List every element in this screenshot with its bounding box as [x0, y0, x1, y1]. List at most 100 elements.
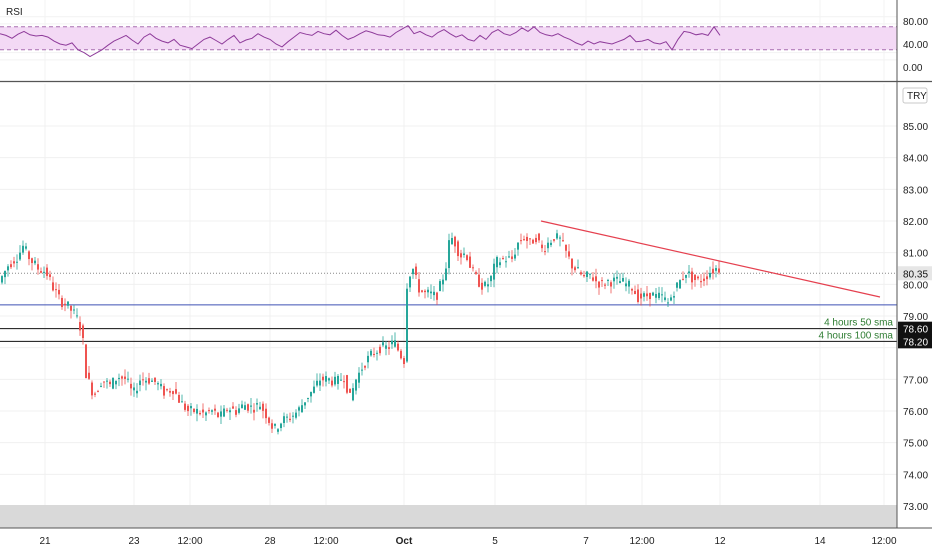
candle-body — [88, 372, 90, 379]
candle-body — [637, 289, 639, 303]
candle-body — [316, 380, 318, 386]
candle-body — [475, 272, 477, 274]
candle-body — [538, 233, 540, 241]
candle-body — [655, 294, 657, 298]
candle-body — [304, 402, 306, 406]
candle-body — [439, 281, 441, 291]
candle-body — [79, 322, 81, 331]
candle-body — [253, 409, 255, 413]
candle-body — [340, 379, 342, 381]
candle-body — [436, 292, 438, 300]
candle-body — [595, 276, 597, 282]
candle-body — [568, 251, 570, 257]
candle-body — [397, 343, 399, 351]
candle-body — [556, 233, 558, 239]
candle-body — [31, 258, 33, 264]
price-y-tick-label: 77.00 — [903, 375, 928, 386]
candle-body — [355, 379, 357, 391]
time-axis: 21 23 12:00 28 12:00 Oct 5 7 12:00 12 14 12:00 — [39, 536, 897, 547]
candle-body — [226, 409, 228, 411]
candle-body — [238, 408, 240, 413]
candle-body — [130, 383, 132, 389]
candle-body — [472, 267, 474, 269]
rsi-pane: RSI 80.00 40.00 0.00 — [0, 0, 928, 80]
candle-body — [136, 390, 138, 394]
candle-body — [493, 263, 495, 280]
candle-body — [697, 276, 699, 279]
candle-body — [133, 387, 135, 391]
candle-body — [292, 415, 294, 417]
sma-line-label: 4 hours 100 sma — [819, 330, 894, 341]
candle-body — [430, 291, 432, 294]
candle-body — [37, 264, 39, 270]
sma-line-label: 4 hours 50 sma — [824, 318, 893, 329]
candle-body — [490, 275, 492, 282]
candle-body — [115, 380, 117, 385]
candle-body — [646, 293, 648, 297]
candle-body — [385, 345, 387, 349]
candle-body — [643, 293, 645, 297]
currency-badge[interactable]: TRY — [902, 87, 928, 104]
price-pane: 85.00 84.00 83.00 82.00 81.00 80.00 79.00 77.00… — [0, 84, 932, 547]
rsi-y-tick-label: 40.00 — [903, 40, 928, 51]
candle-body — [448, 240, 450, 269]
candles — [1, 229, 720, 435]
sma-price-tag-label: 78.20 — [903, 337, 928, 348]
candle-body — [178, 394, 180, 403]
candle-body — [676, 282, 678, 288]
candle-body — [346, 375, 348, 393]
candle-body — [100, 385, 102, 387]
time-tick-label: 12:00 — [177, 536, 202, 547]
candle-body — [454, 236, 456, 247]
last-price-tag — [898, 266, 932, 281]
candle-body — [337, 375, 339, 384]
candle-body — [259, 406, 261, 410]
candle-body — [616, 276, 618, 279]
currency-label: TRY — [907, 91, 927, 102]
candle-body — [652, 292, 654, 296]
price-y-tick-label: 80.00 — [903, 280, 928, 291]
candle-body — [583, 274, 585, 277]
candle-body — [16, 261, 18, 263]
candle-body — [319, 380, 321, 386]
rsi-band — [0, 26, 897, 50]
candle-body — [268, 417, 270, 423]
candle-body — [289, 418, 291, 421]
candle-body — [4, 270, 6, 278]
candle-body — [154, 377, 156, 382]
candle-body — [85, 344, 87, 379]
candle-body — [265, 408, 267, 419]
candle-body — [70, 305, 72, 311]
trendline[interactable] — [540, 220, 881, 298]
candle-body — [520, 240, 522, 242]
candle-body — [274, 423, 276, 426]
candle-body — [469, 256, 471, 268]
sma-price-tag — [898, 334, 932, 349]
candle-body — [409, 276, 411, 288]
time-tick-label: 12:00 — [313, 536, 338, 547]
candle-body — [388, 347, 390, 349]
candle-body — [685, 274, 687, 278]
candle-body — [466, 255, 468, 261]
candle-body — [283, 416, 285, 424]
candle-body — [208, 410, 210, 412]
candle-body — [247, 404, 249, 411]
candle-body — [328, 378, 330, 381]
candle-body — [694, 274, 696, 281]
candle-body — [25, 246, 27, 249]
rsi-y-tick-label: 80.00 — [903, 17, 928, 28]
candle-body — [451, 238, 453, 245]
candle-body — [586, 271, 588, 277]
candle-body — [718, 268, 720, 273]
candle-body — [418, 279, 420, 293]
candle-body — [295, 412, 297, 418]
rsi-y-axis: 80.00 40.00 0.00 — [903, 17, 928, 74]
horizontal-lines — [0, 304, 897, 342]
candle-body — [250, 405, 252, 407]
candle-body — [109, 381, 111, 385]
candle-body — [310, 391, 312, 397]
candle-body — [46, 267, 48, 276]
candle-body — [664, 297, 666, 300]
candle-body — [334, 376, 336, 385]
candle-body — [373, 353, 375, 355]
